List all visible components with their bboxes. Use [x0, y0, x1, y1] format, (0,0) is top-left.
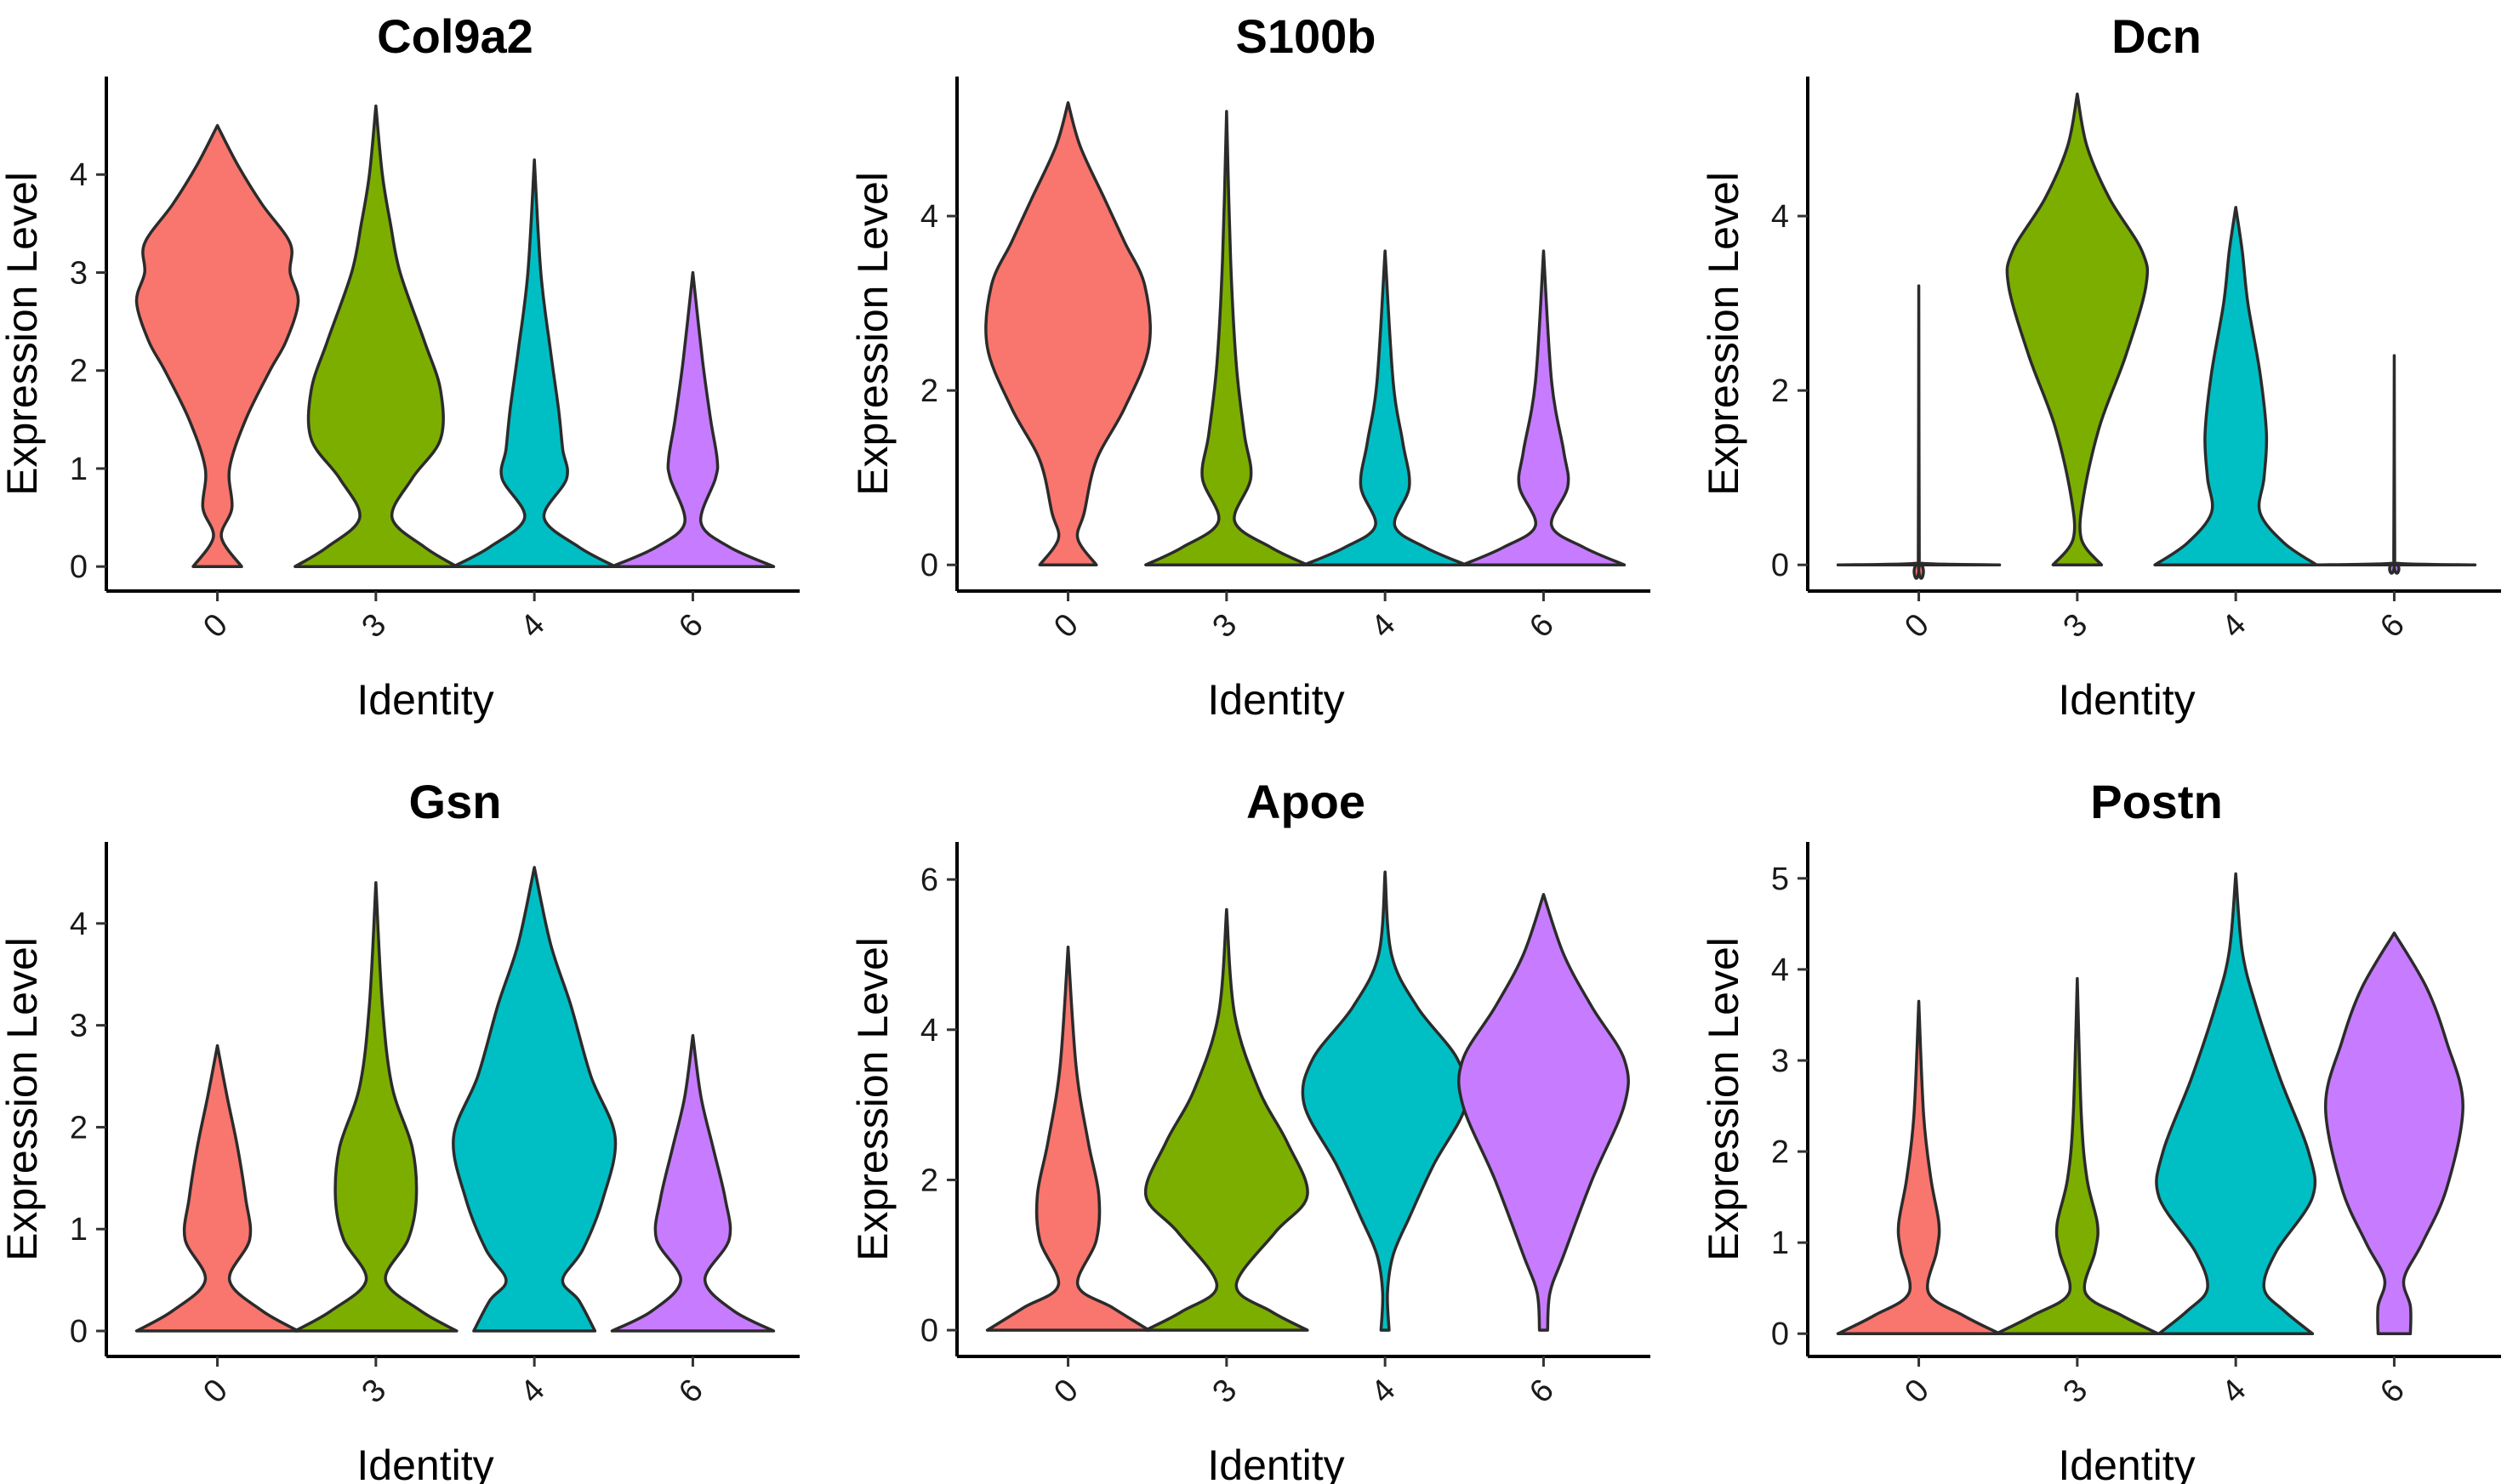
x-tick-label: 0: [1898, 607, 1936, 645]
panel-title: Col9a2: [377, 9, 533, 63]
violin-3: [2005, 92, 2150, 566]
x-axis-label: Identity: [2058, 676, 2195, 724]
y-tick-label: 4: [1771, 952, 1789, 988]
y-axis-label: Expression Level: [1700, 937, 1747, 1261]
x-axis-label: Identity: [356, 1441, 493, 1484]
x-tick-label: 6: [672, 1373, 710, 1411]
violin-3: [1144, 110, 1309, 566]
x-tick-label: 3: [2057, 607, 2095, 645]
x-tick-label: 0: [197, 607, 235, 645]
y-tick-label: 1: [1771, 1225, 1789, 1261]
y-tick-label: 2: [920, 1163, 938, 1198]
violin-3: [293, 104, 459, 568]
x-tick-label: 0: [1898, 1373, 1936, 1411]
panel-title: Postn: [2090, 775, 2223, 828]
y-tick-label: 3: [70, 1009, 88, 1044]
x-axis-label: Identity: [1207, 676, 1344, 724]
y-axis-label: Expression Level: [1700, 172, 1747, 496]
x-tick-label: 6: [672, 607, 710, 645]
x-tick-label: 3: [356, 607, 394, 645]
y-tick-label: 0: [1771, 548, 1789, 583]
panel-title: Gsn: [409, 775, 502, 828]
x-tick-label: 6: [1523, 1373, 1561, 1411]
violin-3: [1995, 976, 2160, 1335]
x-tick-label: 0: [1047, 607, 1085, 645]
violin-6: [2323, 931, 2464, 1335]
panel-dcn: Dcn 0 2 4 Expression Level 0 3 4 6 Identity: [1700, 9, 2501, 724]
x-tick-label: 3: [1206, 1373, 1245, 1411]
violin-0: [1836, 284, 2002, 580]
y-axis-label: Expression Level: [0, 937, 46, 1261]
y-tick-label: 4: [70, 907, 88, 942]
violin-0: [134, 123, 300, 568]
y-tick-label: 0: [920, 1313, 938, 1349]
violin-6: [1461, 249, 1627, 566]
x-tick-label: 4: [2215, 607, 2253, 645]
x-axis-label: Identity: [1207, 1441, 1344, 1484]
y-tick-label: 2: [70, 1110, 88, 1146]
violin-4: [452, 158, 617, 568]
x-tick-label: 6: [1523, 607, 1561, 645]
violin-6: [1456, 893, 1630, 1332]
violin-0: [1836, 999, 2002, 1335]
x-tick-label: 4: [1365, 607, 1403, 645]
y-tick-label: 0: [1771, 1316, 1789, 1352]
x-axis-label: Identity: [2058, 1441, 2195, 1484]
y-axis-label: Expression Level: [849, 937, 897, 1261]
y-tick-label: 0: [920, 548, 938, 583]
violin-4: [452, 866, 618, 1333]
y-tick-label: 2: [70, 354, 88, 389]
panel-postn: Postn 0 1 2 3 4 5 Expression Level 0 3 4 6 Identity: [1700, 775, 2501, 1484]
y-tick-label: 2: [920, 373, 938, 409]
violin-4: [1302, 249, 1467, 566]
y-tick-label: 4: [920, 199, 938, 235]
x-tick-label: 4: [1365, 1373, 1403, 1411]
x-tick-label: 3: [1206, 607, 1245, 645]
violin-4: [2155, 872, 2317, 1335]
violin-4: [2153, 206, 2318, 566]
x-tick-label: 6: [2373, 1373, 2412, 1411]
x-tick-label: 4: [2215, 1373, 2253, 1411]
y-tick-label: 0: [70, 1314, 88, 1350]
y-tick-label: 1: [70, 1212, 88, 1248]
violin-0: [134, 1043, 300, 1333]
x-tick-label: 3: [2057, 1373, 2095, 1411]
y-tick-label: 6: [920, 862, 938, 898]
x-axis-label: Identity: [356, 676, 493, 724]
violin-0: [984, 101, 1152, 566]
panel-apoe: Apoe 0 2 4 6 Expression Level 0 3 4 6 Identity: [849, 775, 1650, 1484]
y-tick-label: 3: [70, 255, 88, 291]
panel-col9a2: Col9a2 0 1 2 3 4 Expression Level 0 3 4 6 Identity: [0, 9, 800, 724]
violin-6: [610, 270, 776, 568]
panel-title: Dcn: [2111, 9, 2202, 63]
y-tick-label: 1: [70, 452, 88, 487]
violin-3: [293, 881, 459, 1333]
y-tick-label: 2: [1771, 373, 1789, 409]
x-tick-label: 6: [2373, 607, 2412, 645]
panel-title: S100b: [1236, 9, 1376, 63]
y-tick-label: 4: [70, 157, 88, 193]
y-axis-label: Expression Level: [0, 172, 46, 496]
x-tick-label: 0: [1047, 1373, 1085, 1411]
x-tick-label: 4: [514, 607, 552, 645]
x-tick-label: 4: [514, 1373, 552, 1411]
y-tick-label: 3: [1771, 1043, 1789, 1079]
y-tick-label: 2: [1771, 1134, 1789, 1170]
panel-s100b: S100b 0 2 4 Expression Level 0 3 4 6 Identity: [849, 9, 1650, 724]
y-tick-label: 4: [1771, 199, 1789, 235]
violin-3: [1143, 907, 1309, 1332]
y-axis-label: Expression Level: [849, 172, 897, 496]
y-tick-label: 5: [1771, 861, 1789, 897]
panel-title: Apoe: [1246, 775, 1365, 828]
violin-0: [985, 945, 1151, 1332]
y-tick-label: 4: [920, 1013, 938, 1049]
panel-gsn: Gsn 0 1 2 3 4 Expression Level 0 3 4 6 Identity: [0, 775, 800, 1484]
violin-4: [1301, 870, 1469, 1332]
violin-6: [610, 1033, 776, 1333]
y-tick-label: 0: [70, 549, 88, 585]
x-tick-label: 3: [356, 1373, 394, 1411]
x-tick-label: 0: [197, 1373, 235, 1411]
violin-6: [2311, 354, 2477, 575]
